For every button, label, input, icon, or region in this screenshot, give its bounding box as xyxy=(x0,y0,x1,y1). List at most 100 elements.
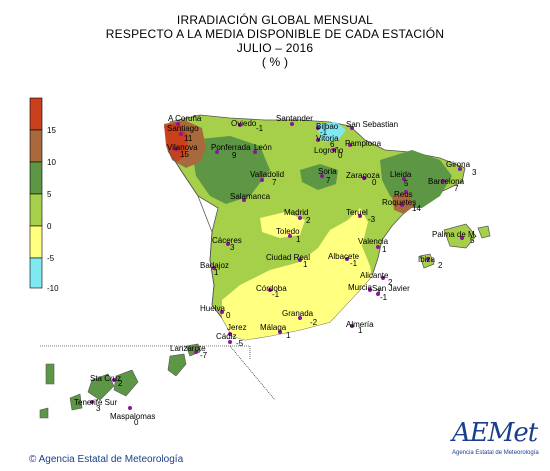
station: San Sebastian xyxy=(346,120,398,130)
station: Santander xyxy=(276,114,313,126)
station: Granada-2 xyxy=(282,309,318,327)
station-value: 1 xyxy=(382,245,387,254)
legend-label: -5 xyxy=(47,254,55,263)
station-name: Huelva xyxy=(200,304,225,313)
logo-text: AEMet xyxy=(452,418,538,448)
station-name: Málaga xyxy=(260,323,287,332)
station-name: Córdoba xyxy=(256,284,287,293)
station-name: Alicante xyxy=(360,271,389,280)
station-name: Roquetes xyxy=(382,198,416,207)
station-name: Valencia xyxy=(358,237,389,246)
station: Pamplona xyxy=(345,139,382,148)
legend-label: 10 xyxy=(47,158,56,167)
station-name: Jerez xyxy=(227,323,247,332)
station-value: -1 xyxy=(380,293,388,302)
station-name: A Coruña xyxy=(168,114,202,123)
station-value: 0 xyxy=(372,178,377,187)
station-value: 5 xyxy=(404,179,409,188)
legend-label: 15 xyxy=(47,126,56,135)
station-name: Bilbao xyxy=(316,122,339,131)
station-name: Vitoria xyxy=(316,134,339,143)
station-value: -1 xyxy=(350,259,358,268)
station-name: Valladolid xyxy=(250,170,284,179)
station: Oviedo-1 xyxy=(231,119,264,133)
station-value: 11 xyxy=(184,134,193,143)
legend-label: 5 xyxy=(47,190,52,199)
legend-band-minus5 xyxy=(29,225,43,259)
station-name: León xyxy=(254,143,272,152)
station-name: Toledo xyxy=(276,227,300,236)
station-name: Santiago xyxy=(167,124,199,133)
station-name: Ponferrada xyxy=(211,143,251,152)
station: León xyxy=(253,143,272,154)
station-name: Lanzarote xyxy=(170,344,206,353)
station: Jerez xyxy=(227,323,247,336)
station: Teruel-3 xyxy=(346,208,376,224)
station: Albacete-1 xyxy=(328,252,360,268)
station-value: -5 xyxy=(236,339,244,348)
station: Palma de M.5 xyxy=(432,230,477,245)
station-name: Santander xyxy=(276,114,313,123)
station-name: Ciudad Real xyxy=(266,253,310,262)
station-name: Salamanca xyxy=(230,192,271,201)
legend-band-15 xyxy=(29,97,43,131)
agency-name: Agencia Estatal de Meteorología xyxy=(38,454,184,465)
station-value: -7 xyxy=(200,351,208,360)
station-name: Lleida xyxy=(390,170,412,179)
station-name: Sta Cruz xyxy=(90,374,121,383)
station-name: San Sebastian xyxy=(346,120,398,129)
legend-band-10 xyxy=(29,129,43,163)
station-name: Pamplona xyxy=(345,139,382,148)
station-value: 1 xyxy=(303,260,308,269)
station: A Coruña xyxy=(168,114,202,126)
station-value: 1 xyxy=(214,268,219,277)
station-name: Reus xyxy=(394,190,413,199)
station-name: Ibiza xyxy=(418,255,435,264)
station-value: 2 xyxy=(438,261,443,270)
legend: 15 10 5 0 -5 -10 xyxy=(29,97,59,293)
station-value: 9 xyxy=(232,151,237,160)
balearic-islands xyxy=(419,223,491,269)
station-value: 2 xyxy=(118,379,123,388)
station-value: -2 xyxy=(310,318,318,327)
station-value: 15 xyxy=(180,150,189,159)
station-value: -1 xyxy=(320,128,328,137)
station-value: 6 xyxy=(330,140,335,149)
peninsula xyxy=(164,114,466,341)
legend-band-5 xyxy=(29,161,43,195)
legend-band-0 xyxy=(29,193,43,227)
station-name: Cáceres xyxy=(212,236,242,245)
footer: © Agencia Estatal de Meteorología xyxy=(29,454,183,465)
station-name: Madrid xyxy=(284,208,308,217)
station-value: 2 xyxy=(388,278,393,287)
station: Córdoba-1 xyxy=(256,284,287,299)
station-value: 1 xyxy=(358,326,363,335)
station-name: Albacete xyxy=(328,252,360,261)
station-value: -3 xyxy=(368,215,376,224)
logo-subtitle: Agencia Estatal de Meteorología xyxy=(452,450,539,456)
station-name: Soria xyxy=(318,167,337,176)
station-name: Oviedo xyxy=(231,119,257,128)
station-name: Palma de M. xyxy=(432,230,477,239)
station-value: 3 xyxy=(472,168,477,177)
station-value: 7 xyxy=(272,178,277,187)
station-name: Vilanova xyxy=(167,143,198,152)
station-value: 5 xyxy=(470,236,475,245)
legend-label: 0 xyxy=(47,222,52,231)
